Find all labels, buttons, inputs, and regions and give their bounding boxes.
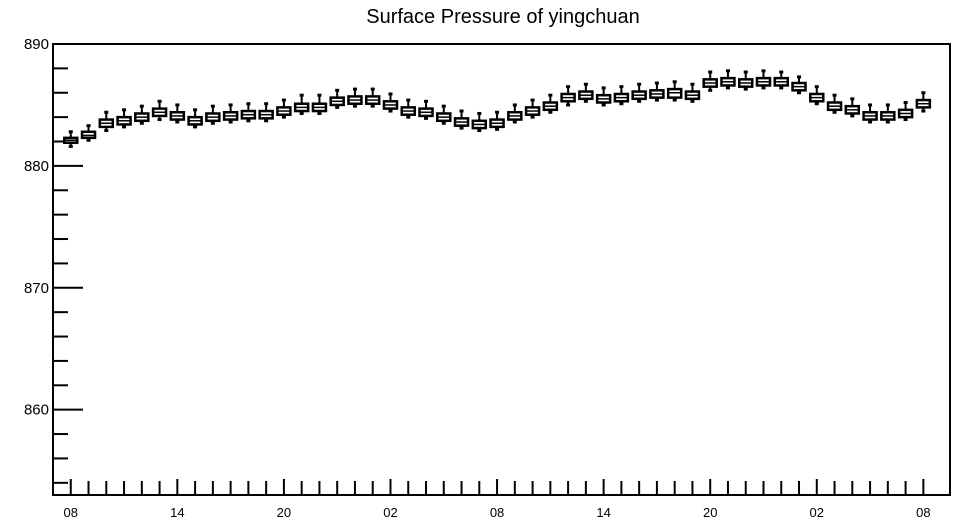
- box-marker: [436, 104, 452, 125]
- x-tick-label: 14: [170, 505, 184, 520]
- chart-title: Surface Pressure of yingchuan: [366, 6, 640, 28]
- box-marker: [915, 91, 932, 113]
- x-tick-label: 08: [64, 505, 78, 520]
- box-marker: [720, 69, 736, 90]
- x-axis: 08 14 20 02 08 14 20 02 08: [64, 479, 931, 520]
- box-marker: [453, 109, 470, 130]
- box-marker: [276, 98, 292, 119]
- box-marker: [542, 93, 559, 114]
- box-marker: [187, 108, 203, 129]
- box-marker: [791, 75, 807, 95]
- x-tick-label: 08: [490, 505, 504, 520]
- box-series: [63, 69, 932, 148]
- x-tick-label: 20: [277, 505, 291, 520]
- box-marker: [347, 87, 363, 108]
- box-marker: [98, 110, 115, 133]
- box-marker: [311, 93, 328, 115]
- box-marker: [364, 87, 381, 108]
- box-marker: [134, 104, 150, 125]
- box-marker: [507, 103, 523, 124]
- y-tick-label: 880: [24, 158, 49, 175]
- box-marker: [649, 81, 665, 102]
- box-marker: [169, 103, 186, 124]
- box-marker: [826, 93, 843, 114]
- y-axis: 860 870 880 890: [24, 36, 83, 484]
- box-marker: [897, 101, 914, 122]
- box-marker: [755, 69, 772, 90]
- plot-frame: [52, 43, 951, 496]
- box-marker: [329, 88, 345, 109]
- x-tick-label: 02: [383, 505, 397, 520]
- box-marker: [560, 85, 576, 107]
- x-tick-label: 14: [596, 505, 610, 520]
- box-marker: [578, 82, 594, 103]
- x-tick-label: 08: [916, 505, 930, 520]
- box-marker: [862, 103, 878, 124]
- box-marker: [666, 80, 683, 102]
- y-tick-label: 860: [24, 402, 49, 419]
- box-marker: [880, 103, 896, 124]
- box-marker: [471, 111, 488, 133]
- box-marker: [737, 70, 754, 91]
- box-marker: [489, 110, 505, 131]
- box-marker: [631, 82, 647, 103]
- box-marker: [595, 86, 612, 107]
- y-tick-label: 870: [24, 280, 49, 297]
- box-marker: [844, 97, 861, 118]
- box-marker: [80, 124, 97, 142]
- box-marker: [293, 93, 310, 115]
- box-marker: [222, 103, 239, 124]
- box-marker: [773, 70, 790, 90]
- box-marker: [702, 70, 718, 92]
- box-marker: [240, 102, 257, 123]
- x-tick-label: 20: [703, 505, 717, 520]
- box-marker: [258, 102, 274, 123]
- box-marker: [613, 85, 630, 106]
- box-marker: [684, 82, 701, 103]
- y-tick-label: 890: [24, 36, 49, 53]
- box-marker: [382, 92, 399, 113]
- box-marker: [809, 85, 825, 106]
- box-marker: [418, 99, 434, 120]
- box-marker: [151, 99, 168, 122]
- box-marker: [116, 108, 132, 129]
- x-tick-label: 02: [810, 505, 824, 520]
- box-marker: [205, 104, 221, 125]
- box-marker: [524, 98, 541, 119]
- box-marker: [63, 130, 79, 148]
- box-marker: [400, 98, 416, 119]
